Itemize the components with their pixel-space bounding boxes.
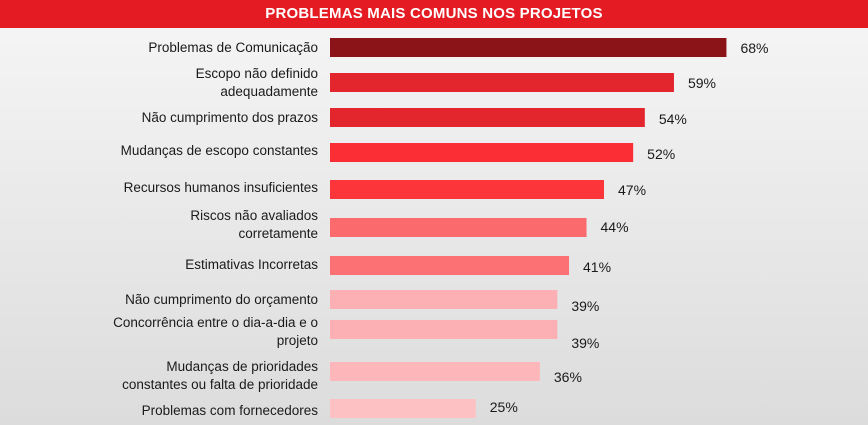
value-label-7: 39% <box>571 298 599 314</box>
category-label-3: Mudanças de escopo constantes <box>121 143 319 158</box>
category-label-10: Problemas com fornecedores <box>142 403 319 418</box>
value-label-1: 59% <box>688 75 716 91</box>
category-label-5-line-0: Riscos não avaliados <box>190 208 318 223</box>
bar-5 <box>330 218 587 237</box>
value-label-0: 68% <box>740 40 768 56</box>
bar-chart: Problemas de Comunicação 68% Escopo não de… <box>113 38 768 418</box>
bar-9 <box>330 362 540 381</box>
category-label-5-line-1: corretamente <box>238 226 318 241</box>
value-label-3: 52% <box>647 146 675 162</box>
bar-10 <box>330 399 476 418</box>
category-label-9-line-0: Mudanças de prioridades <box>166 359 318 374</box>
value-label-6: 41% <box>583 259 611 275</box>
bar-7 <box>330 290 558 309</box>
category-label-8-line-1: projeto <box>277 333 318 348</box>
category-label-0: Problemas de Comunicação <box>148 40 318 55</box>
bar-3 <box>330 143 634 162</box>
value-label-5: 44% <box>601 219 629 235</box>
category-label-4: Recursos humanos insuficientes <box>124 180 319 195</box>
category-label-2: Não cumprimento dos prazos <box>142 110 319 125</box>
value-label-10: 25% <box>490 399 518 415</box>
category-label-1-line-0: Escopo não definido <box>196 66 318 81</box>
value-label-9: 36% <box>554 369 582 385</box>
value-label-4: 47% <box>618 182 646 198</box>
chart-title: PROBLEMAS MAIS COMUNS NOS PROJETOS <box>0 0 868 28</box>
bar-1 <box>330 73 674 92</box>
value-label-8: 39% <box>571 335 599 351</box>
bar-0 <box>330 38 727 57</box>
category-label-8-line-0: Concorrência entre o dia-a-dia e o <box>113 315 318 330</box>
bar-2 <box>330 108 645 127</box>
category-label-7: Não cumprimento do orçamento <box>125 292 318 307</box>
bar-4 <box>330 180 605 199</box>
bar-6 <box>330 256 570 275</box>
bar-8 <box>330 320 558 339</box>
category-label-1-line-1: adequadamente <box>220 84 318 99</box>
category-label-9-line-1: constantes ou falta de prioridade <box>122 377 318 392</box>
category-label-6: Estimativas Incorretas <box>185 257 318 272</box>
value-label-2: 54% <box>659 111 687 127</box>
